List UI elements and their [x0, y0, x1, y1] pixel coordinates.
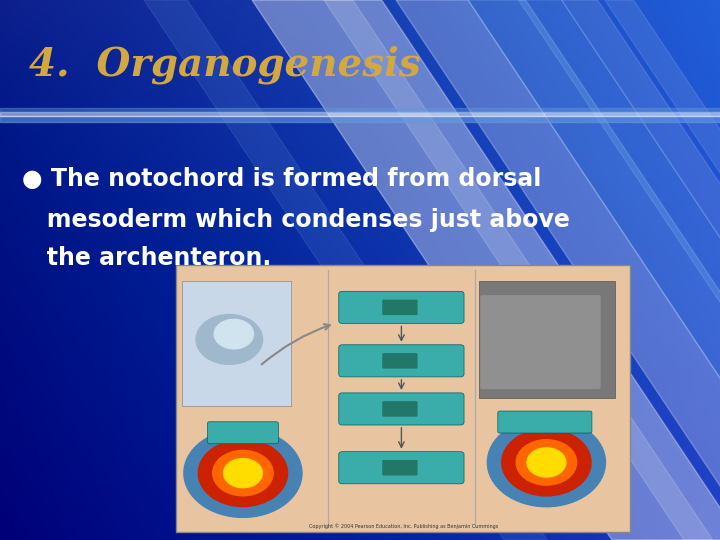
Circle shape — [212, 450, 273, 496]
FancyBboxPatch shape — [339, 393, 464, 425]
Circle shape — [196, 314, 263, 364]
Circle shape — [223, 458, 262, 488]
FancyBboxPatch shape — [479, 281, 615, 399]
FancyBboxPatch shape — [207, 422, 279, 444]
Circle shape — [502, 429, 591, 496]
Polygon shape — [396, 0, 720, 540]
Polygon shape — [252, 0, 720, 540]
Circle shape — [487, 418, 606, 507]
Polygon shape — [562, 0, 720, 540]
Circle shape — [198, 440, 287, 507]
FancyBboxPatch shape — [480, 295, 600, 389]
Circle shape — [527, 448, 566, 477]
Circle shape — [215, 319, 253, 349]
Polygon shape — [324, 0, 713, 540]
FancyBboxPatch shape — [176, 265, 630, 532]
Circle shape — [516, 440, 577, 485]
Polygon shape — [144, 0, 547, 540]
Text: 4.  Organogenesis: 4. Organogenesis — [29, 45, 420, 84]
Polygon shape — [518, 0, 720, 540]
FancyBboxPatch shape — [339, 451, 464, 484]
FancyBboxPatch shape — [498, 411, 592, 433]
Text: ● The notochord is formed from dorsal: ● The notochord is formed from dorsal — [22, 167, 541, 191]
FancyBboxPatch shape — [382, 401, 418, 417]
FancyBboxPatch shape — [382, 353, 418, 369]
FancyBboxPatch shape — [339, 291, 464, 323]
FancyBboxPatch shape — [382, 300, 418, 315]
Polygon shape — [605, 0, 720, 540]
Text: mesoderm which condenses just above: mesoderm which condenses just above — [22, 208, 570, 232]
Text: the archenteron.: the archenteron. — [22, 246, 271, 269]
Text: Copyright © 2004 Pearson Education, Inc. Publishing as Benjamin Cummings: Copyright © 2004 Pearson Education, Inc.… — [309, 523, 498, 529]
Polygon shape — [468, 0, 720, 540]
FancyBboxPatch shape — [382, 460, 418, 476]
FancyBboxPatch shape — [182, 281, 291, 406]
FancyBboxPatch shape — [339, 345, 464, 377]
Circle shape — [184, 429, 302, 517]
